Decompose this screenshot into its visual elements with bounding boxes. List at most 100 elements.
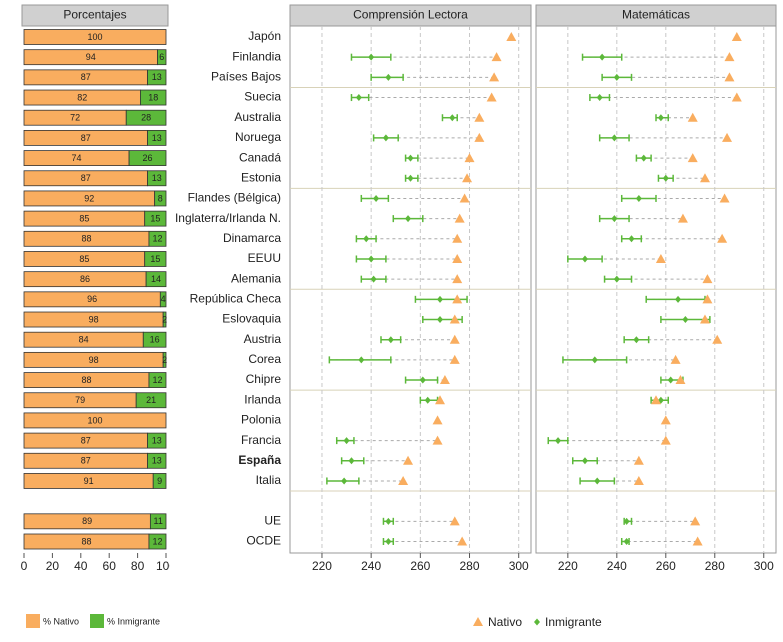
immigrant-point: [355, 94, 362, 102]
bar-label: 12: [152, 375, 162, 385]
immigrant-point: [373, 194, 380, 202]
immigrant-point: [407, 154, 414, 162]
bar-segment: [154, 190, 167, 207]
x-tick-label: 40: [74, 559, 88, 573]
bar-segment: [148, 372, 167, 388]
category-label: Chipre: [246, 372, 282, 386]
native-point: [660, 415, 671, 425]
bar-label: 85: [79, 213, 89, 223]
immigrant-point: [613, 275, 620, 283]
immigrant-point: [343, 437, 350, 445]
native-point: [491, 52, 502, 62]
native-point: [731, 92, 742, 102]
native-point: [432, 415, 443, 425]
bar-segment: [148, 533, 167, 550]
native-point: [486, 92, 497, 102]
legend-label: Nativo: [488, 615, 522, 629]
native-point: [462, 173, 473, 183]
panel-title: Porcentajes: [63, 8, 126, 22]
bar-segment: [159, 291, 167, 308]
bar-segment: [152, 473, 167, 489]
native-point: [633, 455, 644, 465]
bar-segment: [128, 150, 167, 166]
bar-label: 87: [81, 435, 91, 445]
immigrant-point: [640, 154, 647, 162]
native-point: [702, 274, 713, 284]
legend-symbol: [473, 617, 483, 626]
native-point: [670, 354, 681, 364]
category-label: EEUU: [248, 251, 281, 265]
bar-label: 14: [151, 274, 161, 284]
category-label: Australia: [234, 110, 281, 124]
native-point: [398, 475, 409, 485]
bar-label: 72: [70, 113, 80, 123]
bar-label: 6: [159, 52, 164, 62]
legend-swatch: [90, 614, 104, 628]
immigrant-point: [611, 215, 618, 223]
bar-label: 18: [148, 92, 158, 102]
bar-label: 12: [152, 536, 162, 546]
native-point: [677, 213, 688, 223]
immigrant-point: [613, 73, 620, 81]
bar-label: 28: [141, 113, 151, 123]
bar-label: 9: [157, 476, 162, 486]
native-point: [692, 536, 703, 546]
bar-segment: [157, 49, 167, 66]
immigrant-point: [581, 255, 588, 263]
legend-label: % Nativo: [43, 616, 79, 626]
immigrant-point: [657, 114, 664, 122]
immigrant-point: [581, 457, 588, 465]
immigrant-point: [623, 538, 630, 545]
bar-label: 87: [81, 173, 91, 183]
native-point: [506, 32, 517, 41]
x-tick-label: 280: [705, 559, 725, 573]
x-tick-label: 260: [656, 559, 676, 573]
immigrant-point: [449, 114, 456, 122]
category-label: OCDE: [246, 534, 281, 548]
native-point: [432, 435, 443, 445]
bar-label: 100: [87, 32, 102, 42]
category-label: Suecia: [244, 90, 281, 104]
category-label: Alemania: [231, 271, 281, 285]
immigrant-point: [370, 275, 377, 283]
bar-label: 96: [87, 294, 97, 304]
bar-label: 84: [79, 335, 89, 345]
bar-label: 87: [81, 72, 91, 82]
bar-label: 13: [152, 173, 162, 183]
bar-label: 85: [79, 254, 89, 264]
immigrant-point: [628, 235, 635, 243]
bar-segment: [162, 311, 167, 328]
native-point: [633, 475, 644, 485]
category-label: España: [238, 453, 281, 467]
category-label: Finlandia: [232, 49, 281, 63]
bar-segment: [140, 89, 167, 106]
native-point: [449, 354, 460, 364]
immigrant-point: [385, 73, 392, 81]
immigrant-point: [368, 53, 375, 61]
bar-segment: [147, 129, 167, 146]
native-point: [724, 72, 735, 82]
bar-label: 87: [81, 133, 91, 143]
bar-label: 13: [152, 456, 162, 466]
category-label: Irlanda: [244, 392, 281, 406]
bar-segment: [142, 331, 167, 348]
category-label: República Checa: [190, 292, 282, 306]
bar-segment: [145, 271, 167, 288]
immigrant-point: [611, 134, 618, 142]
native-point: [675, 375, 686, 385]
category-label: Francia: [241, 433, 281, 447]
legend-label: % Inmigrante: [107, 616, 160, 626]
bar-segment: [149, 513, 167, 530]
native-point: [699, 314, 710, 324]
bar-segment: [135, 392, 167, 409]
category-label: Canadá: [239, 150, 281, 164]
x-tick-label: 60: [103, 559, 117, 573]
immigrant-point: [662, 174, 669, 182]
native-point: [724, 52, 735, 62]
native-point: [439, 375, 450, 385]
category-label: Inglaterra/Irlanda N.: [175, 211, 281, 225]
immigrant-point: [387, 336, 394, 344]
immigrant-point: [341, 477, 348, 485]
native-point: [452, 233, 463, 243]
x-tick-label: 100: [156, 559, 176, 573]
